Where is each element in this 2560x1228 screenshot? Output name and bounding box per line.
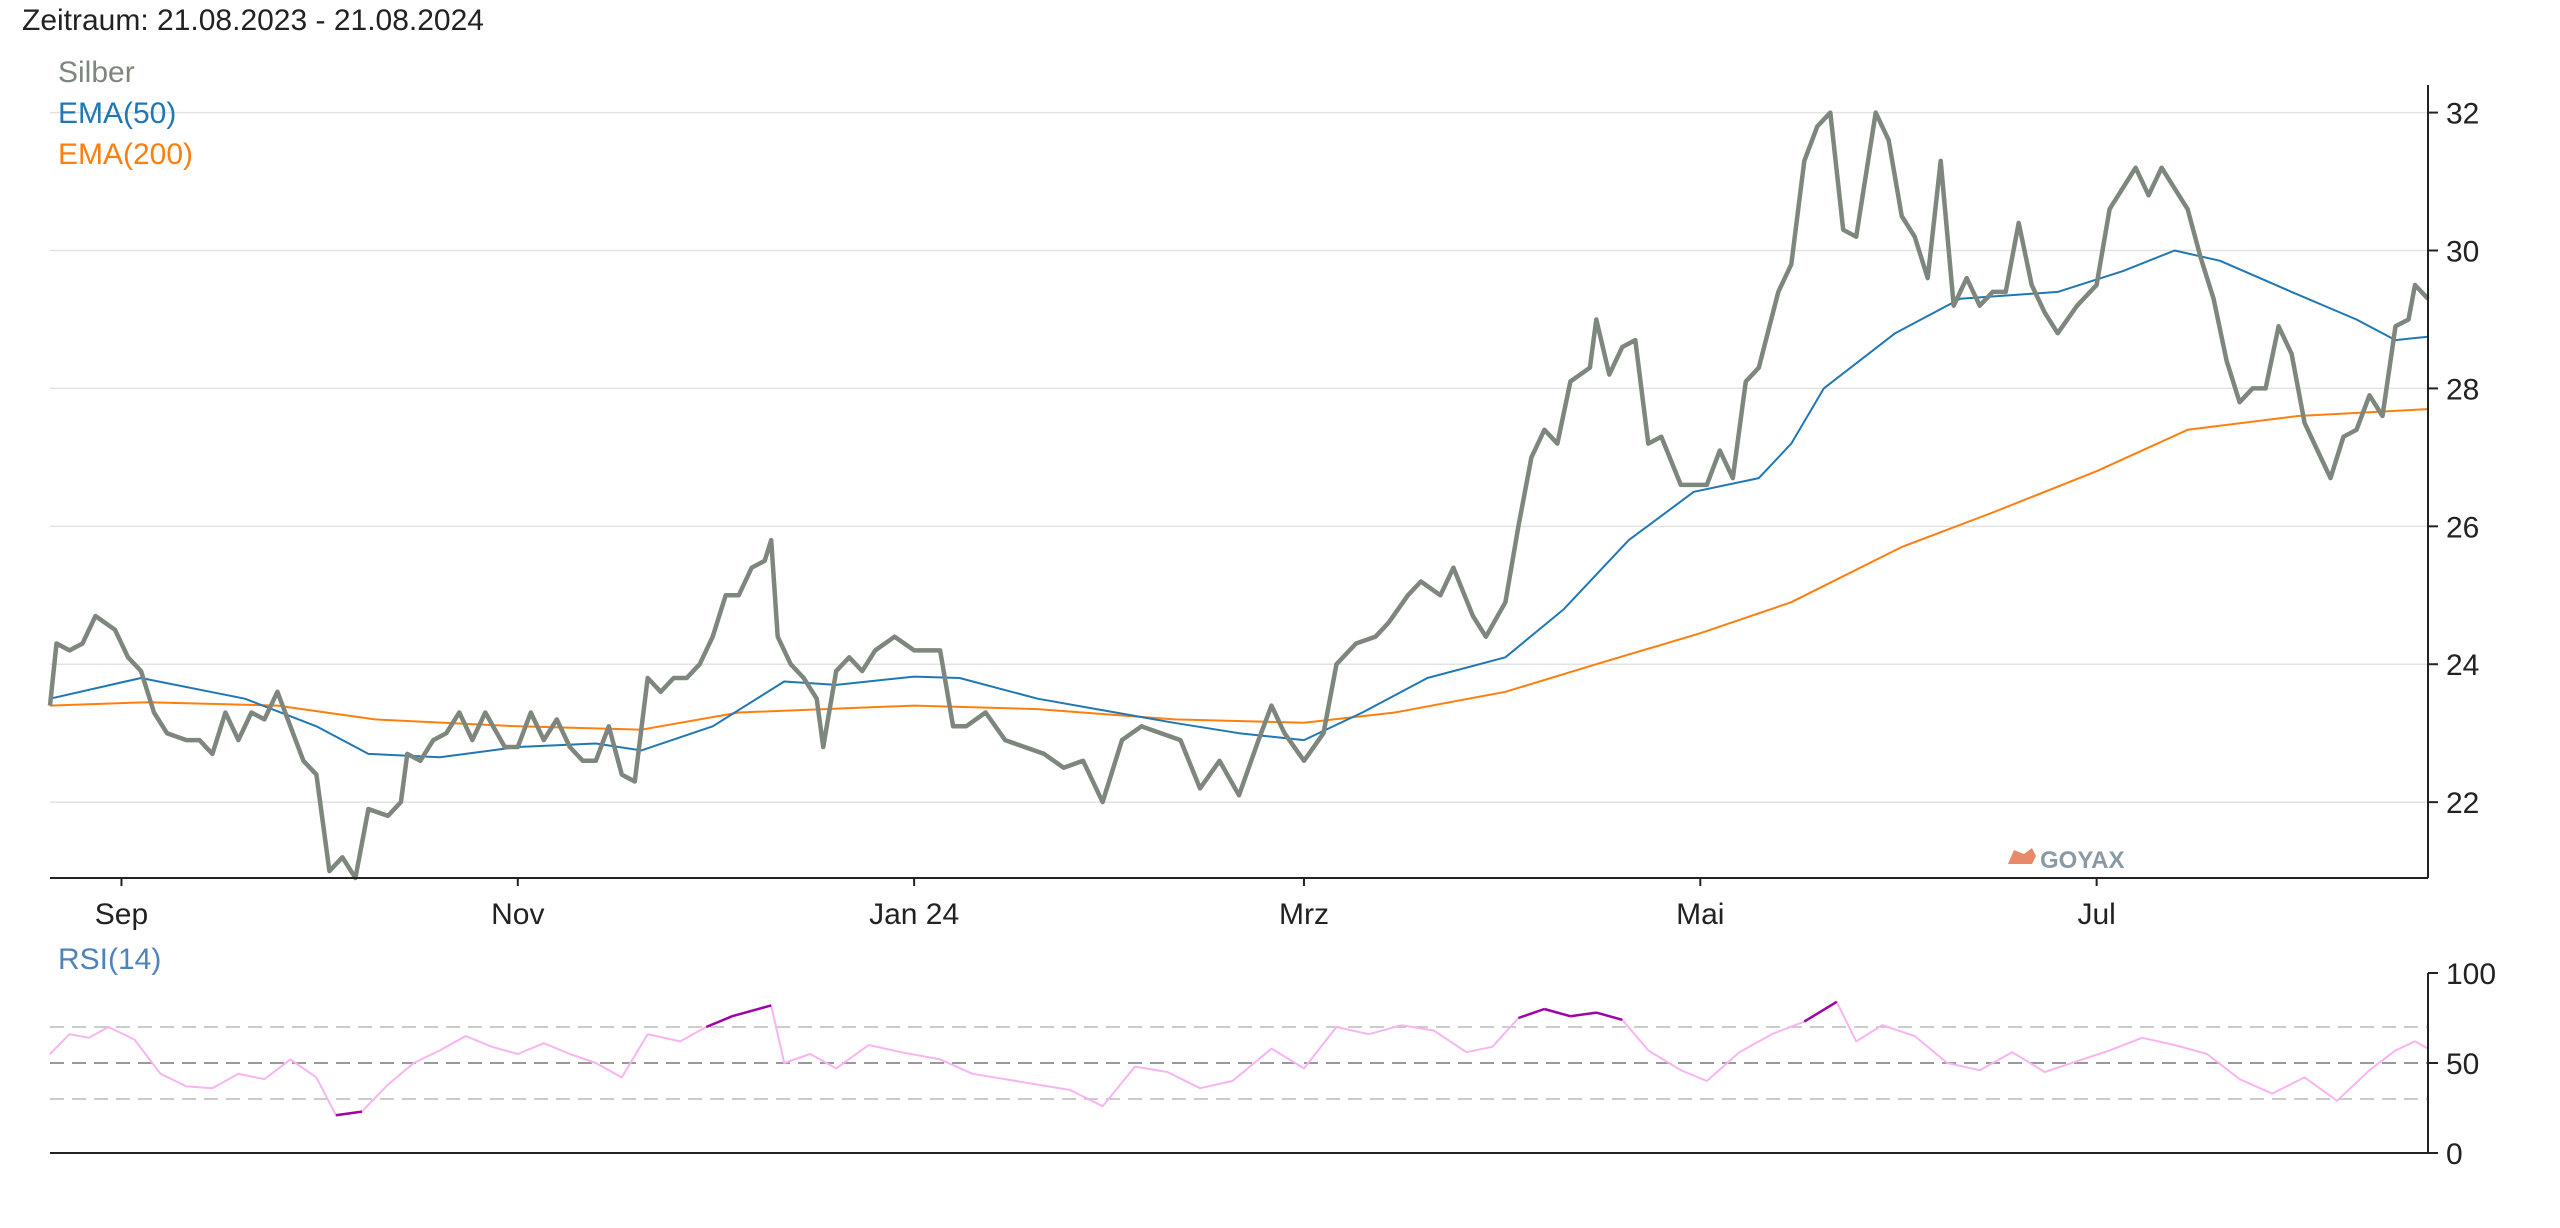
x-tick-label: Jan 24 bbox=[869, 898, 959, 931]
x-tick-labels: Sep Nov Jan 24 Mrz Mai Jul bbox=[95, 898, 2116, 931]
y-tick-label-26: 26 bbox=[2446, 511, 2479, 544]
main-y-tick-labels: 22 24 26 28 30 32 bbox=[2446, 98, 2479, 821]
x-tick-label: Jul bbox=[2077, 898, 2115, 931]
rsi-extreme-segment bbox=[731, 1009, 753, 1018]
rsi-y-tick-label-100: 100 bbox=[2446, 958, 2496, 991]
rsi-series bbox=[49, 1000, 2429, 1117]
x-tick-label: Nov bbox=[491, 898, 544, 931]
main-axes bbox=[50, 85, 2438, 886]
goyax-bull-icon bbox=[2008, 848, 2036, 864]
legend-item-ema-200-[interactable]: EMA(200) bbox=[58, 138, 193, 171]
series-line-ema-50- bbox=[49, 249, 2429, 759]
y-tick-label-30: 30 bbox=[2446, 235, 2479, 268]
rsi-extreme-segment bbox=[705, 1015, 733, 1029]
rsi-extreme-segment bbox=[1596, 1011, 1623, 1022]
rsi-title: RSI(14) bbox=[58, 943, 161, 976]
x-tick-label: Mai bbox=[1676, 898, 1724, 931]
rsi-extreme-segment bbox=[1803, 1000, 1838, 1023]
rsi-extreme-segment bbox=[1570, 1011, 1597, 1018]
rsi-axes bbox=[50, 972, 2438, 1154]
rsi-extreme-segment bbox=[1517, 1007, 1545, 1020]
series-line-ema-200- bbox=[49, 408, 2429, 731]
period-label: Zeitraum: 21.08.2023 - 21.08.2024 bbox=[22, 4, 484, 37]
series-line-silber bbox=[47, 110, 2430, 881]
legend-item-silber[interactable]: Silber bbox=[58, 56, 135, 89]
main-series bbox=[47, 110, 2430, 881]
y-tick-label-28: 28 bbox=[2446, 373, 2479, 406]
y-tick-label-32: 32 bbox=[2446, 98, 2479, 131]
rsi-line bbox=[49, 1000, 2429, 1117]
legend-item-ema-50-[interactable]: EMA(50) bbox=[58, 97, 176, 130]
x-tick-label: Mrz bbox=[1279, 898, 1329, 931]
y-tick-label-24: 24 bbox=[2446, 649, 2479, 682]
rsi-title-group: RSI(14) bbox=[58, 943, 161, 976]
rsi-extreme-segment bbox=[335, 1110, 363, 1117]
rsi-extreme-segment bbox=[1544, 1007, 1571, 1018]
rsi-y-tick-label-50: 50 bbox=[2446, 1048, 2479, 1081]
y-tick-label-22: 22 bbox=[2446, 787, 2479, 820]
watermark-text: GOYAX bbox=[2040, 847, 2124, 874]
legend[interactable]: Silber EMA(50) EMA(200) bbox=[58, 56, 193, 171]
goyax-watermark: GOYAX bbox=[2008, 847, 2124, 874]
x-tick-label: Sep bbox=[95, 898, 148, 931]
rsi-extreme-segment bbox=[751, 1004, 772, 1013]
main-gridlines bbox=[50, 111, 2428, 803]
rsi-y-tick-label-0: 0 bbox=[2446, 1138, 2463, 1171]
rsi-y-tick-labels: 0 50 100 bbox=[2446, 958, 2496, 1171]
